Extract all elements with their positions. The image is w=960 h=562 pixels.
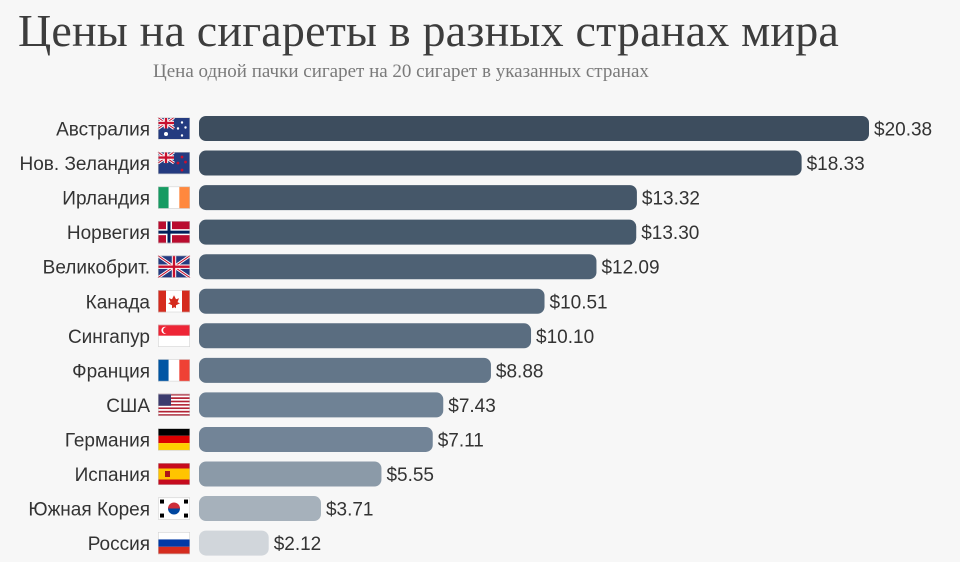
value-label-norway: $13.30 (641, 223, 699, 244)
category-label-uk: Великобрит. (43, 258, 150, 279)
category-label-russia: Россия (88, 534, 150, 555)
value-label-australia: $20.38 (874, 120, 932, 141)
flag-france-icon (158, 359, 190, 382)
bar-germany (199, 426, 433, 452)
flag-new-zealand-icon (157, 150, 190, 175)
value-label-south-korea: $3.71 (326, 500, 374, 521)
value-label-singapore: $10.10 (536, 327, 594, 348)
category-label-ireland: Ирландия (62, 189, 150, 210)
flag-usa-icon (158, 393, 190, 416)
bar-norway (199, 219, 637, 245)
category-label-france: Франция (72, 361, 150, 382)
bar-singapore (199, 323, 532, 349)
flag-ireland-icon (158, 186, 190, 209)
value-label-usa: $7.43 (448, 396, 496, 417)
flag-south-korea-icon (158, 497, 190, 520)
bar-ireland (199, 185, 637, 211)
category-label-singapore: Сингапур (68, 327, 150, 348)
category-label-canada: Канада (86, 292, 151, 313)
bar-australia (199, 116, 869, 141)
bar-uk (199, 254, 597, 280)
value-label-new-zealand: $18.33 (807, 154, 865, 175)
flag-singapore-icon (158, 324, 190, 347)
bar-france (199, 357, 491, 383)
value-label-russia: $2.12 (274, 534, 322, 555)
flag-canada-icon (158, 290, 190, 313)
value-label-france: $8.88 (496, 361, 544, 382)
chart-title: Цены на сигареты в разных странах мира (18, 5, 840, 56)
chart-subtitle: Цена одной пачки сигарет на 20 сигарет в… (153, 61, 649, 82)
bar-russia (199, 530, 269, 556)
flag-germany-icon (158, 428, 190, 451)
category-label-spain: Испания (75, 465, 150, 486)
bar-canada (199, 288, 545, 314)
flag-spain-icon (158, 463, 190, 485)
flag-australia-icon (157, 116, 190, 140)
flag-russia-icon (158, 532, 190, 555)
bar-spain (199, 461, 382, 487)
value-label-uk: $12.09 (601, 258, 659, 279)
flag-uk-icon (157, 254, 191, 279)
category-label-south-korea: Южная Корея (28, 500, 150, 521)
category-label-norway: Норвегия (67, 223, 150, 244)
category-label-new-zealand: Нов. Зеландия (20, 154, 151, 175)
category-label-usa: США (106, 396, 150, 417)
flag-norway-icon (158, 221, 190, 244)
bar-new-zealand (199, 150, 802, 176)
category-label-germany: Германия (65, 430, 150, 451)
value-label-canada: $10.51 (550, 292, 608, 313)
category-label-australia: Австралия (56, 120, 150, 141)
bar-usa (199, 392, 444, 418)
bar-south-korea (199, 496, 321, 522)
value-label-spain: $5.55 (386, 465, 434, 486)
value-label-ireland: $13.32 (642, 189, 700, 210)
value-label-germany: $7.11 (438, 430, 484, 451)
